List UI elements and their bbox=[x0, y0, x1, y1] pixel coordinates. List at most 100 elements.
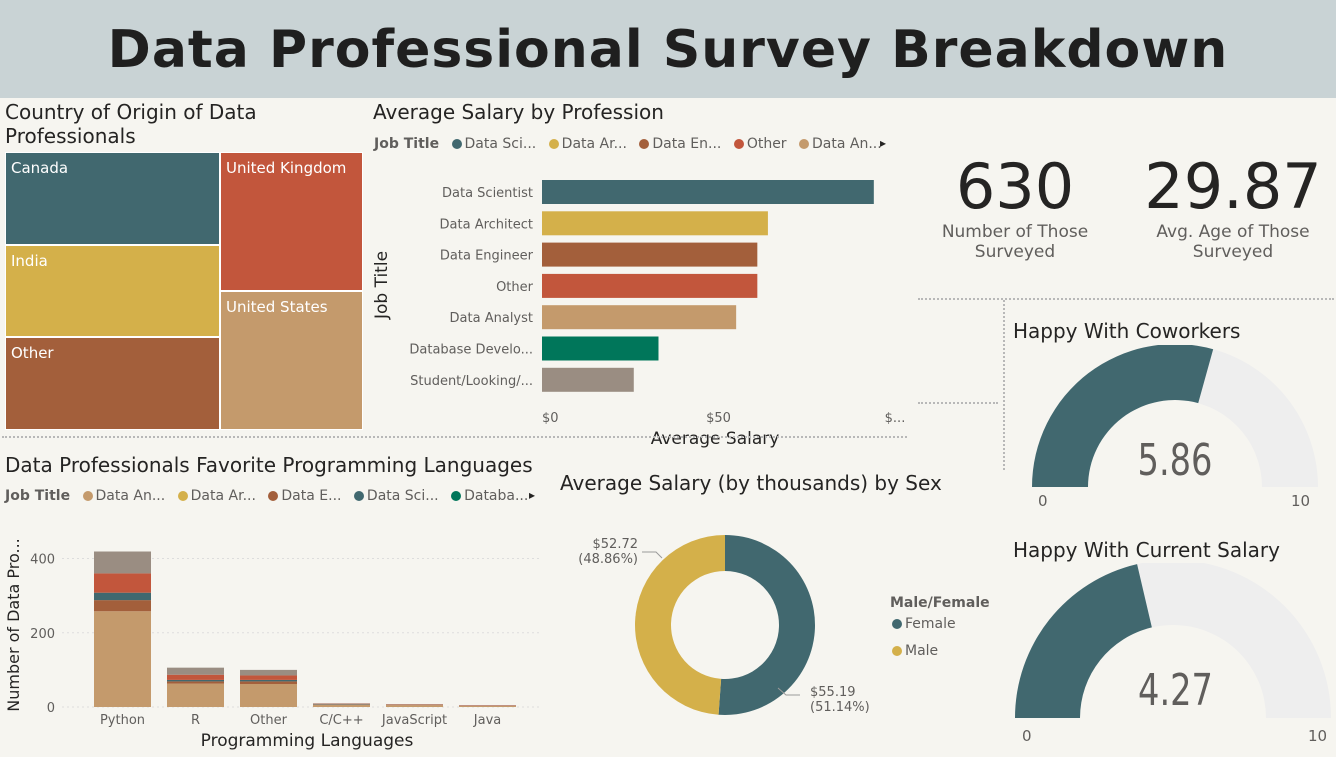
avg-age-label: Avg. Age of Those Surveyed bbox=[1135, 222, 1331, 262]
treemap[interactable]: Canada United Kingdom India United State… bbox=[5, 152, 363, 430]
bar-data-engineer bbox=[542, 242, 758, 267]
legend-label: Data E... bbox=[281, 488, 342, 504]
legend-label: Data Sci... bbox=[366, 488, 439, 504]
legend-item-data-engineer[interactable]: Data En... bbox=[631, 136, 721, 152]
y-tick-label: 400 bbox=[30, 553, 55, 568]
legend-title: Job Title bbox=[374, 136, 440, 152]
x-tick-label: JavaScript bbox=[381, 713, 447, 728]
treemap-label-united-kingdom: United Kingdom bbox=[226, 159, 347, 177]
bar-segment-r-1 bbox=[167, 681, 224, 684]
bar-segment-r-4 bbox=[167, 667, 224, 675]
donut-slice-female bbox=[718, 535, 816, 715]
legend-item-data-scientist[interactable]: Data Sci... bbox=[444, 136, 536, 152]
bar-segment-r-3 bbox=[167, 674, 224, 680]
divider bbox=[918, 402, 998, 404]
legend-dot bbox=[268, 491, 279, 501]
legend-dot bbox=[451, 491, 462, 501]
bar-segment-r-2 bbox=[167, 679, 224, 682]
legend-item-other[interactable]: Other bbox=[726, 136, 787, 152]
x-tick-label: $50 bbox=[706, 411, 731, 426]
x-tick-label: Java bbox=[473, 713, 501, 728]
x-tick-label: $0 bbox=[542, 411, 559, 426]
bar-segment-python-3 bbox=[94, 573, 151, 593]
legend-label: Male bbox=[905, 643, 939, 659]
bar-segment-java-0 bbox=[459, 705, 516, 707]
treemap-label-united-states: United States bbox=[226, 298, 328, 316]
bar-segment-python-1 bbox=[94, 600, 151, 612]
bar-data-analyst bbox=[542, 305, 737, 330]
x-tick-label: $... bbox=[885, 411, 906, 426]
legend-label: Female bbox=[905, 616, 956, 632]
treemap-tile-other[interactable]: Other bbox=[5, 337, 220, 430]
male-pct: (48.86%) bbox=[578, 552, 638, 567]
treemap-tile-united-states[interactable]: United States bbox=[220, 291, 363, 430]
legend-item-data-scientist[interactable]: Data Sci... bbox=[346, 488, 439, 504]
leader-line-female bbox=[777, 687, 800, 696]
divider bbox=[2, 436, 907, 438]
legend-dot bbox=[177, 491, 188, 501]
legend-label: Data An... bbox=[812, 136, 882, 152]
legend-dot bbox=[892, 619, 902, 629]
legend-item-female[interactable]: Female bbox=[890, 611, 990, 638]
legend-dot bbox=[548, 139, 559, 149]
donut-label-female: $55.19 (51.14%) bbox=[810, 685, 870, 715]
legend-next-arrow[interactable]: ▸ bbox=[529, 488, 536, 502]
legend-dot bbox=[892, 646, 902, 656]
avg-age-label-line2: Surveyed bbox=[1192, 242, 1274, 262]
salary-sex-donut bbox=[635, 535, 816, 715]
salary-profession-chart: Data Scientist Data Architect Data Enginee… bbox=[372, 180, 906, 449]
legend-next-arrow[interactable]: ▸ bbox=[880, 136, 887, 150]
treemap-label-canada: Canada bbox=[11, 159, 69, 177]
treemap-tile-canada[interactable]: Canada bbox=[5, 152, 220, 245]
legend-dot bbox=[733, 139, 744, 149]
legend-label: Other bbox=[746, 136, 787, 152]
legend-item-male[interactable]: Male bbox=[890, 638, 990, 665]
bar-segment-other-0 bbox=[240, 683, 297, 707]
legend-item-data-architect[interactable]: Data Ar... bbox=[170, 488, 256, 504]
treemap-title: Country of Origin of Data Professionals bbox=[5, 100, 365, 148]
legend-item-database[interactable]: Databa... bbox=[443, 488, 528, 504]
bar-student-looking bbox=[542, 367, 634, 392]
bar-data-scientist bbox=[542, 180, 874, 204]
x-axis-title: Programming Languages bbox=[201, 731, 414, 751]
bar-category-label: Data Architect bbox=[440, 217, 533, 232]
surveyed-count-value: 630 bbox=[955, 150, 1075, 223]
divider bbox=[1003, 300, 1005, 470]
legend-label: Data Ar... bbox=[190, 488, 256, 504]
legend-item-data-analyst[interactable]: Data An... bbox=[75, 488, 166, 504]
bar-segment-other-4 bbox=[240, 669, 297, 676]
gauge-coworkers-value: 5.86 bbox=[1137, 435, 1213, 486]
salary-profession-legend: Job Title Data Sci... Data Ar... Data En… bbox=[374, 136, 882, 152]
female-value: $55.19 bbox=[810, 685, 856, 700]
y-tick-label: 0 bbox=[47, 701, 55, 716]
legend-item-data-analyst[interactable]: Data An... bbox=[791, 136, 882, 152]
legend-item-data-engineer[interactable]: Data E... bbox=[260, 488, 341, 504]
gauge-coworkers-max: 10 bbox=[1291, 492, 1311, 510]
page-title: Data Professional Survey Breakdown bbox=[107, 20, 1229, 80]
y-axis-title: Job Title bbox=[372, 251, 392, 320]
x-tick-label: C/C++ bbox=[319, 713, 363, 728]
avg-age-label-line1: Avg. Age of Those bbox=[1156, 222, 1310, 242]
legend-item-data-architect[interactable]: Data Ar... bbox=[541, 136, 627, 152]
gauge-salary-max: 10 bbox=[1308, 727, 1328, 745]
gauge-salary-min: 0 bbox=[1022, 727, 1032, 745]
bar-category-label: Student/Looking/... bbox=[410, 374, 533, 389]
x-axis-title: Average Salary bbox=[651, 429, 780, 449]
treemap-title-line2: Professionals bbox=[5, 124, 136, 148]
gauge-coworkers-min: 0 bbox=[1038, 492, 1048, 510]
x-tick-label: R bbox=[191, 713, 200, 728]
salary-profession-title: Average Salary by Profession bbox=[373, 100, 664, 124]
bar-segment-javascript-0 bbox=[386, 705, 443, 707]
legend-dot bbox=[451, 139, 462, 149]
surveyed-count-label-line1: Number of Those bbox=[941, 222, 1089, 242]
bar-segment-python-2 bbox=[94, 592, 151, 601]
treemap-tile-united-kingdom[interactable]: United Kingdom bbox=[220, 152, 363, 291]
languages-title: Data Professionals Favorite Programming … bbox=[5, 453, 533, 477]
treemap-tile-india[interactable]: India bbox=[5, 245, 220, 337]
legend-label: Data An... bbox=[95, 488, 166, 504]
bar-segment-other-1 bbox=[240, 681, 297, 684]
bar-segment-other-2 bbox=[240, 679, 297, 682]
gauge-salary-value: 4.27 bbox=[1138, 665, 1213, 716]
bar-category-label: Data Engineer bbox=[440, 249, 534, 264]
languages-legend: Job Title Data An... Data Ar... Data E..… bbox=[5, 488, 528, 504]
